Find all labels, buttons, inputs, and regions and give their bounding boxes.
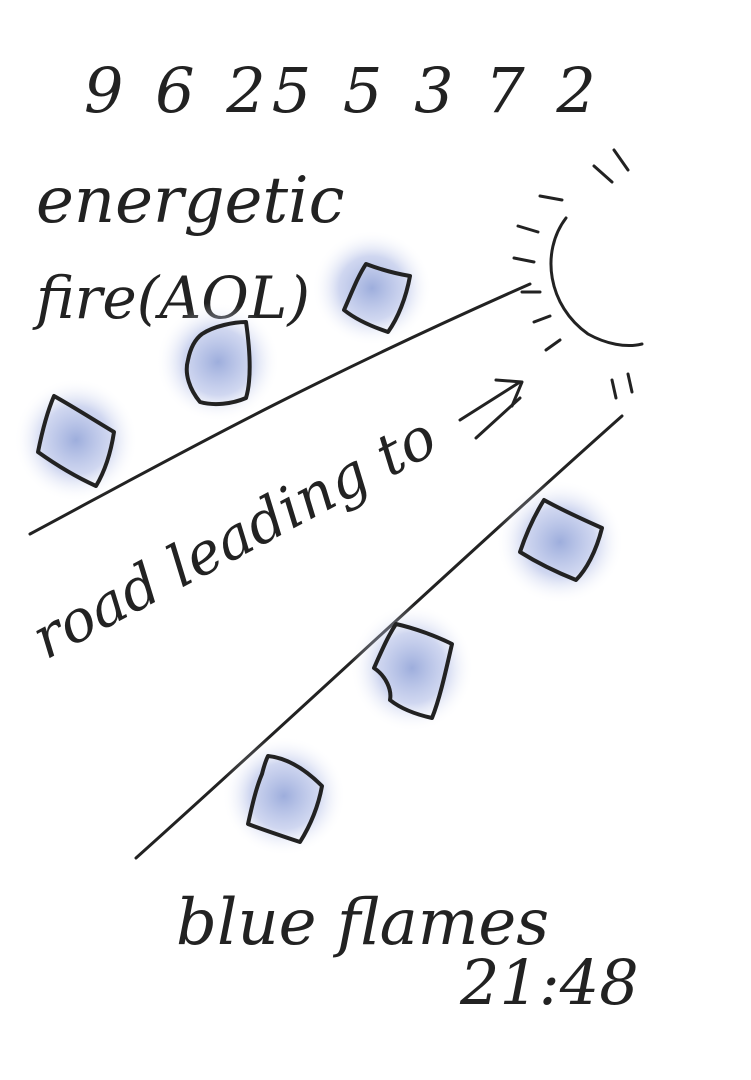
fire-aol-text: fire(AOL) (32, 264, 310, 332)
lantern-icon (222, 736, 346, 856)
energetic-text: energetic (36, 164, 344, 238)
sun-icon (512, 148, 644, 400)
road-upper-line (28, 282, 532, 536)
arrow-icon (458, 378, 524, 440)
lantern-icon (350, 604, 474, 732)
bottom-label-text: blue flames (176, 886, 549, 960)
lantern-icon (14, 378, 138, 502)
lantern-icon (312, 230, 432, 346)
lantern-icon (156, 302, 280, 422)
lantern-icon (496, 480, 624, 604)
time-text: 21:48 (459, 946, 639, 1019)
top-number-text: 9 6 25 5 3 7 2 (84, 54, 602, 127)
